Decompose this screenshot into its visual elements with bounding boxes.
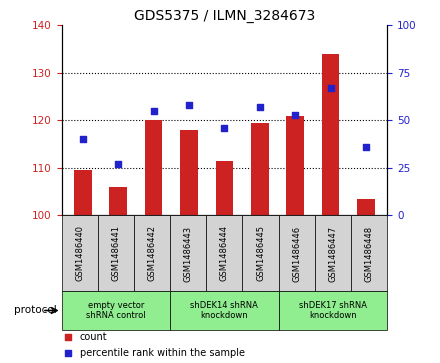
Point [186, 102, 193, 108]
Bar [216, 161, 233, 216]
Point [150, 108, 157, 114]
Text: GSM1486447: GSM1486447 [328, 225, 337, 282]
Bar [170, 216, 206, 291]
Bar [279, 291, 387, 330]
Point [65, 334, 72, 340]
Point [79, 136, 86, 142]
Bar [242, 216, 279, 291]
Bar [351, 216, 387, 291]
Text: GSM1486443: GSM1486443 [184, 225, 193, 282]
Bar [145, 121, 162, 216]
Point [363, 144, 370, 150]
Text: count: count [80, 332, 107, 342]
Bar [180, 130, 198, 216]
Point [115, 161, 122, 167]
Text: percentile rank within the sample: percentile rank within the sample [80, 348, 245, 358]
Point [327, 85, 334, 91]
Text: GSM1486446: GSM1486446 [292, 225, 301, 282]
Bar [110, 187, 127, 216]
Text: GDS5375 / ILMN_3284673: GDS5375 / ILMN_3284673 [134, 9, 315, 23]
Bar [206, 216, 242, 291]
Bar [357, 199, 375, 216]
Bar [74, 170, 92, 216]
Bar [315, 216, 351, 291]
Point [256, 104, 263, 110]
Text: shDEK17 shRNA
knockdown: shDEK17 shRNA knockdown [299, 301, 367, 320]
Bar [134, 216, 170, 291]
Text: empty vector
shRNA control: empty vector shRNA control [86, 301, 146, 320]
Point [221, 125, 228, 131]
Bar [286, 116, 304, 216]
Bar [98, 216, 134, 291]
Point [292, 112, 299, 118]
Point [65, 351, 72, 356]
Bar [170, 291, 279, 330]
Text: shDEK14 shRNA
knockdown: shDEK14 shRNA knockdown [191, 301, 258, 320]
Bar [322, 54, 339, 216]
Bar [279, 216, 315, 291]
Text: GSM1486445: GSM1486445 [256, 225, 265, 281]
Bar [62, 291, 170, 330]
Bar [62, 216, 98, 291]
Text: GSM1486448: GSM1486448 [365, 225, 374, 282]
Text: GSM1486444: GSM1486444 [220, 225, 229, 281]
Text: GSM1486442: GSM1486442 [147, 225, 157, 281]
Bar [251, 123, 269, 216]
Text: GSM1486440: GSM1486440 [75, 225, 84, 281]
Text: protocol: protocol [15, 306, 57, 315]
Text: GSM1486441: GSM1486441 [111, 225, 121, 281]
